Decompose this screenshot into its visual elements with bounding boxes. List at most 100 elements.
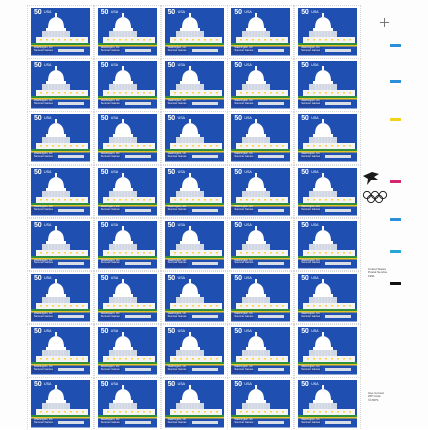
capitol-dome-illustration [231, 380, 291, 428]
stamp: 50 USA Washington, DC Summer Games [227, 270, 295, 325]
stamp: 50 USA Washington, DC Summer Games [294, 270, 362, 325]
denomination: 50 [100, 328, 109, 336]
country-label: USA [44, 329, 52, 334]
country-label: USA [244, 329, 252, 334]
stamp: 50 USA Washington, DC Summer Games [27, 270, 94, 325]
caption: Washington, DC Summer Games [234, 418, 254, 425]
stamp: 50 USA Washington, DC Summer Games [160, 270, 228, 325]
country-label: USA [110, 382, 119, 387]
caption: Washington, DC Summer Games [34, 205, 53, 212]
capitol-dome-illustration [31, 327, 90, 375]
country-label: USA [44, 222, 52, 227]
stamp: 50 USA Washington, DC Summer Games [160, 111, 228, 165]
caption: Washington, DC Summer Games [167, 418, 187, 425]
caption: Washington, DC Summer Games [100, 99, 120, 105]
country-label: USA [177, 169, 185, 174]
country-label: USA [244, 169, 252, 174]
denomination: 50 [34, 328, 42, 336]
country-label: USA [311, 382, 319, 387]
denomination: 50 [100, 115, 109, 123]
stamp: 50 USA Washington, DC Summer Games [93, 324, 161, 378]
caption: Washington, DC Summer Games [34, 311, 53, 318]
capitol-dome-illustration [298, 327, 358, 375]
denomination: 50 [167, 274, 176, 282]
caption: Washington, DC Summer Games [234, 45, 254, 52]
denomination: 50 [100, 168, 109, 176]
stamp: 50 USA Washington, DC Summer Games [93, 58, 161, 112]
stamp: 50 USA Washington, DC Summer Games [227, 324, 295, 378]
blue-mark [390, 44, 401, 47]
country-label: USA [311, 10, 319, 14]
stamp: 50 USA Washington, DC Summer Games [294, 217, 362, 272]
caption: Washington, DC Summer Games [167, 258, 187, 265]
capitol-dome-illustration [298, 167, 358, 216]
capitol-dome-illustration [298, 273, 358, 322]
caption: Washington, DC Summer Games [100, 45, 120, 52]
stamp: 50 USA Washington, DC Summer Games [27, 58, 94, 112]
stamp: 50 USA Washington, DC Summer Games [294, 111, 362, 165]
denomination: 50 [301, 221, 309, 229]
stamp: 50 USA Washington, DC Summer Games [160, 164, 228, 219]
capitol-dome-illustration [164, 114, 224, 162]
printer-text: United States Postal Service 1991 [368, 267, 388, 278]
stamp: 50 USA Washington, DC Summer Games [27, 324, 94, 378]
yellow-mark [390, 118, 401, 121]
capitol-dome-illustration [231, 327, 291, 375]
stamp: 50 USA Washington, DC Summer Games [227, 377, 295, 430]
denomination: 50 [100, 9, 109, 16]
capitol-dome-illustration [97, 61, 157, 109]
country-label: USA [44, 382, 52, 387]
denomination: 50 [234, 274, 242, 282]
denomination: 50 [34, 62, 42, 70]
country-label: USA [244, 382, 252, 387]
country-label: USA [177, 275, 185, 280]
denomination: 50 [301, 9, 309, 16]
country-label: USA [177, 222, 185, 227]
denomination: 50 [34, 221, 42, 229]
denomination: 50 [167, 115, 176, 123]
stamp: 50 USA Washington, DC Summer Games [93, 164, 161, 219]
capitol-dome-illustration [31, 114, 90, 162]
stamp: 50 USA Washington, DC Summer Games [93, 377, 161, 430]
olympic-rings-icon [362, 190, 388, 204]
stamp: 50 USA Washington, DC Summer Games [227, 58, 295, 112]
capitol-dome-illustration [97, 8, 157, 56]
country-label: USA [244, 63, 252, 68]
magenta-mark [390, 180, 401, 183]
denomination: 50 [234, 328, 242, 336]
country-label: USA [110, 169, 119, 174]
denomination: 50 [234, 168, 242, 176]
capitol-dome-illustration [231, 61, 291, 109]
caption: Washington, DC Summer Games [100, 152, 120, 159]
stamp: 50 USA Washington, DC Summer Games [227, 5, 295, 59]
denomination: 50 [167, 381, 176, 389]
caption: Washington, DC Summer Games [100, 311, 120, 318]
caption: Washington, DC Summer Games [100, 365, 120, 371]
denomination: 50 [234, 115, 242, 123]
stamp: 50 USA Washington, DC Summer Games [160, 217, 228, 272]
stamp: 50 USA Washington, DC Summer Games [294, 58, 362, 112]
caption: Washington, DC Summer Games [301, 258, 321, 265]
denomination: 50 [34, 9, 42, 16]
capitol-dome-illustration [164, 220, 224, 269]
caption: Washington, DC Summer Games [34, 152, 53, 159]
stamp: 50 USA Washington, DC Summer Games [227, 164, 295, 219]
blue-mark [390, 80, 401, 83]
caption: Washington, DC Summer Games [34, 365, 53, 371]
caption: Washington, DC Summer Games [167, 45, 187, 52]
capitol-dome-illustration [31, 273, 90, 322]
capitol-dome-illustration [164, 380, 224, 428]
denomination: 50 [301, 328, 309, 336]
caption: Washington, DC Summer Games [167, 205, 187, 212]
caption: Washington, DC Summer Games [301, 311, 321, 318]
caption: Washington, DC Summer Games [100, 258, 120, 265]
denomination: 50 [167, 328, 176, 336]
denomination: 50 [234, 62, 242, 70]
denomination: 50 [34, 274, 42, 282]
caption: Washington, DC Summer Games [301, 45, 321, 52]
denomination: 50 [301, 115, 309, 123]
country-label: USA [311, 275, 319, 280]
country-label: USA [44, 63, 52, 68]
caption: Washington, DC Summer Games [301, 99, 321, 105]
country-label: USA [110, 275, 119, 280]
